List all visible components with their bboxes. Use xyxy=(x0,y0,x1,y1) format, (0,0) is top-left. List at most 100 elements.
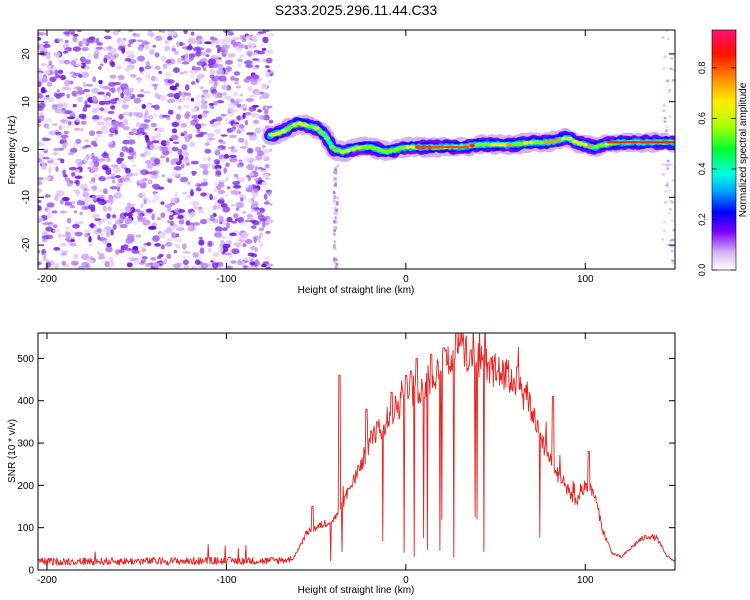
snr-xtick-label: -100 xyxy=(216,575,236,586)
spectrogram-noise-blob xyxy=(220,158,226,162)
spectrogram-noise-blob xyxy=(81,261,90,268)
spectrogram-noise-blob xyxy=(204,41,212,45)
spectrogram-noise-blob xyxy=(242,112,246,119)
spectrogram-noise-blob xyxy=(124,66,131,72)
spectrogram-noise-blob xyxy=(125,167,131,174)
spectrogram-noise-blob xyxy=(227,186,231,190)
spectrogram-noise-blob xyxy=(222,242,231,249)
spectrogram-noise-blob xyxy=(107,220,112,225)
spectrogram-noise-blob xyxy=(230,260,237,264)
spectrogram-noise-blob xyxy=(190,107,197,113)
spectrogram-noise-blob xyxy=(220,197,224,201)
spectrogram-noise-blob xyxy=(191,81,196,85)
spectrogram-noise-blob xyxy=(143,177,148,182)
spectrogram-noise-blob xyxy=(197,74,205,79)
spectrogram-noise-blob xyxy=(115,65,122,70)
spectrogram-noise-blob xyxy=(266,33,275,37)
spectrogram-noise-blob xyxy=(210,105,215,110)
spectrogram-noise-blob xyxy=(671,261,675,265)
spectrogram-noise-blob xyxy=(98,255,106,260)
spectrogram-noise-blob xyxy=(227,53,236,58)
spectrogram-noise-blob xyxy=(91,119,100,123)
spectrogram-noise-blob xyxy=(97,91,105,95)
spectrogram-noise-blob xyxy=(74,57,79,61)
spectrogram-noise-blob xyxy=(156,127,165,133)
spectrogram-noise-blob xyxy=(131,128,138,132)
spectrogram-noise-blob xyxy=(190,119,199,126)
spectrogram-noise-blob xyxy=(82,81,87,88)
spectrogram-noise-blob xyxy=(160,212,166,219)
spectrogram-noise-blob xyxy=(238,124,245,129)
spectrogram-noise-blob xyxy=(99,253,105,257)
spectrogram-noise-blob xyxy=(208,102,215,106)
spectrogram-noise-blob xyxy=(214,182,218,187)
spectrogram-noise-blob xyxy=(210,37,218,41)
spectrogram-ridge-spot xyxy=(528,140,535,145)
spectrogram-noise-blob xyxy=(183,158,190,164)
spectrogram-noise-blob xyxy=(237,259,243,266)
spectrogram-ridge-spot xyxy=(345,148,352,153)
spectrogram-ridge-spot xyxy=(340,150,346,154)
spectrogram-noise-blob xyxy=(89,243,93,247)
spectrogram-noise-blob xyxy=(670,249,674,253)
spectrogram-noise-blob xyxy=(200,103,208,110)
spectrogram-noise-blob xyxy=(98,176,106,182)
spectrogram-noise-blob xyxy=(143,199,147,205)
spectrogram-noise-blob xyxy=(223,252,232,256)
spectrogram-ridge-spot xyxy=(517,142,525,146)
spectrogram-noise-blob xyxy=(222,206,231,213)
spectrogram-noise-blob xyxy=(154,77,159,82)
spectrogram-noise-blob xyxy=(212,262,219,269)
spectrogram-noise-blob xyxy=(126,54,136,59)
spectrogram-noise-blob xyxy=(244,156,251,163)
spectrogram-noise-blob xyxy=(38,218,43,223)
spectrogram-noise-blob xyxy=(239,128,246,133)
spectrogram-ridge-spot xyxy=(474,142,481,147)
spectrogram-noise-blob xyxy=(110,61,116,68)
spectrogram-xtick-label: -200 xyxy=(37,274,57,285)
spectrogram-noise-blob xyxy=(101,152,109,159)
spectrogram-noise-blob xyxy=(64,39,69,44)
spectrogram-noise-blob xyxy=(188,224,194,230)
spectrogram-noise-blob xyxy=(224,95,232,100)
spectrogram-noise-blob xyxy=(83,89,91,93)
spectrogram-noise-blob xyxy=(55,166,59,172)
spectrogram-noise-blob xyxy=(165,237,173,242)
colorbar-tick-label: 0.8 xyxy=(697,62,707,75)
snr-ytick-label: 300 xyxy=(17,439,34,450)
spectrogram-noise-blob xyxy=(100,232,104,236)
spectrogram-noise-blob xyxy=(194,102,200,108)
colorbar-tick-label: 0.2 xyxy=(697,213,707,226)
spectrogram-noise-blob xyxy=(200,99,205,105)
spectrogram-noise-blob xyxy=(661,163,665,166)
spectrogram-noise-blob xyxy=(263,193,268,200)
spectrogram-noise-blob xyxy=(198,236,203,240)
spectrogram-ridge-spot xyxy=(598,143,605,147)
spectrogram-noise-blob xyxy=(120,245,125,251)
spectrogram-noise-blob xyxy=(233,184,242,189)
spectrogram-noise-blob xyxy=(43,253,47,258)
spectrogram-noise-blob xyxy=(120,91,125,99)
spectrogram-noise-blob xyxy=(147,115,154,120)
spectrogram-noise-blob xyxy=(260,43,264,47)
spectrogram-noise-blob xyxy=(235,85,242,89)
spectrogram-noise-blob xyxy=(104,120,111,127)
spectrogram-noise-blob xyxy=(150,75,156,82)
spectrogram-noise-blob xyxy=(159,95,166,102)
spectrogram-noise-blob xyxy=(670,57,674,60)
spectrogram-noise-blob xyxy=(251,58,259,61)
spectrogram-noise-blob xyxy=(165,157,170,163)
spectrogram-noise-blob xyxy=(39,50,46,56)
spectrogram-noise-blob xyxy=(38,81,42,87)
spectrogram-noise-blob xyxy=(102,116,111,123)
spectrogram-ridge-spot xyxy=(501,142,508,147)
spectrogram-noise-blob xyxy=(109,199,114,205)
spectrogram-noise-blob xyxy=(195,134,204,138)
spectrogram-noise-blob xyxy=(247,252,255,257)
snr-xtick-label: 100 xyxy=(577,575,594,586)
spectrogram-ridge-spot xyxy=(356,145,363,150)
spectrogram-ridge-spot xyxy=(571,139,578,144)
spectrogram-noise-blob xyxy=(142,217,147,222)
spectrogram-noise-blob xyxy=(179,176,189,183)
